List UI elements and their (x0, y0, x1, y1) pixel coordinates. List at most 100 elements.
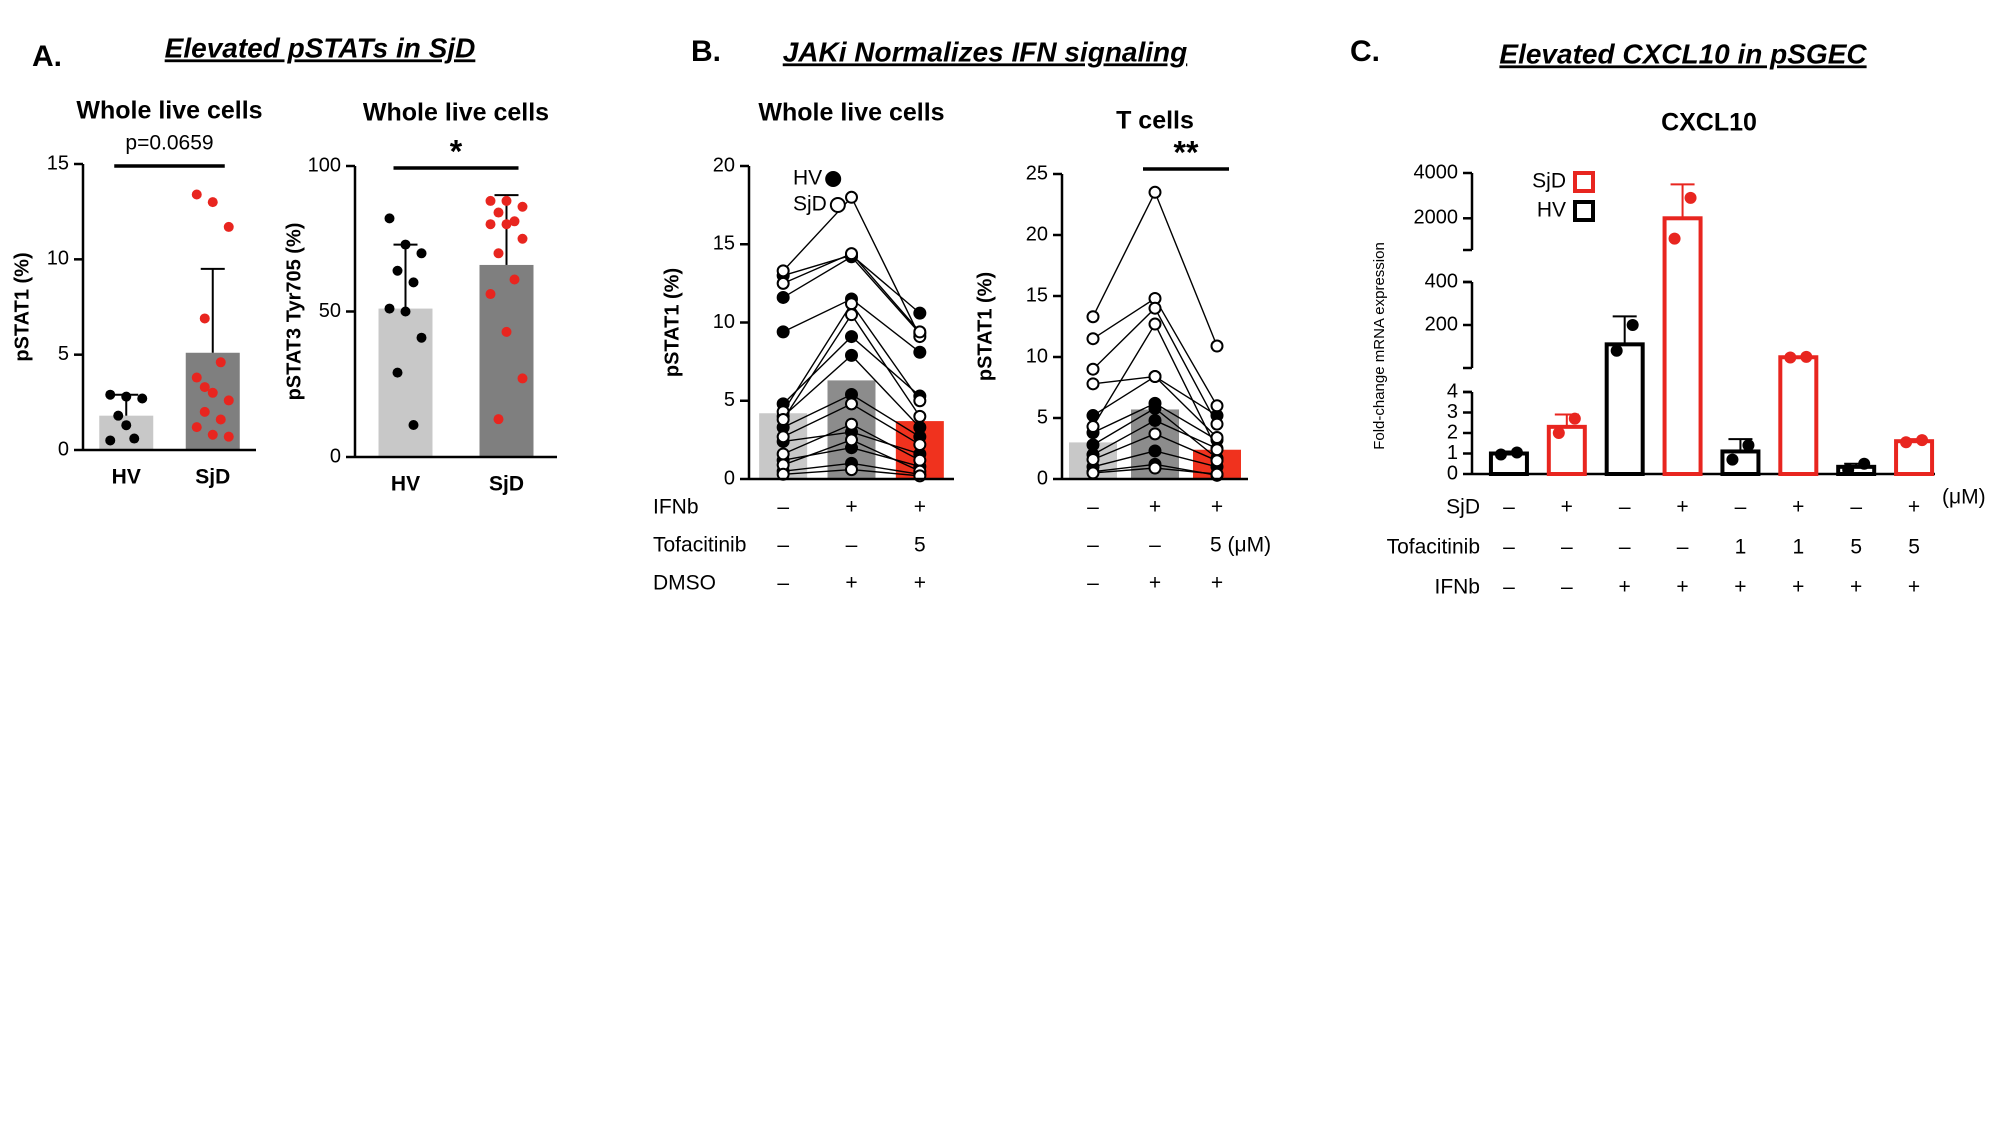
subject-point (845, 433, 858, 447)
data-point (199, 313, 210, 324)
data-point (517, 201, 528, 212)
y-tick-label: 10 (1026, 345, 1048, 367)
data-point (400, 239, 411, 250)
data-point (215, 357, 226, 368)
row-value: + (914, 496, 926, 519)
subject-point (1148, 185, 1162, 199)
y-tick-label: 5 (724, 389, 735, 411)
data-point (191, 422, 202, 433)
row-value: – (1619, 496, 1631, 519)
subject-point (1210, 417, 1224, 431)
legend-marker (1573, 171, 1595, 193)
panel-heading: Elevated pSTATs in SjD (165, 32, 476, 63)
subject-point (1210, 399, 1224, 413)
panel-label: B. (691, 35, 721, 68)
row-value: + (1850, 576, 1862, 599)
data-point (392, 265, 403, 276)
data-point (501, 195, 512, 206)
row-value: 1 (1792, 536, 1804, 559)
subject-point (1148, 427, 1162, 441)
subject-point (845, 330, 858, 344)
row-value: 1 (1735, 536, 1747, 559)
row-value: – (1087, 496, 1099, 519)
subject-point (776, 264, 790, 278)
legend-label: SjD (1532, 170, 1566, 193)
data-point (207, 387, 218, 398)
data-point (509, 216, 520, 227)
data-point (485, 289, 496, 300)
significance-label: ** (1174, 134, 1199, 170)
data-point (509, 274, 520, 285)
y-tick-label: 15 (713, 233, 735, 255)
subject-point (1086, 310, 1100, 324)
data-point (493, 248, 504, 259)
subject-point (1086, 362, 1100, 376)
y-tick-label: 50 (319, 300, 341, 322)
data-point (105, 435, 116, 446)
data-point (1800, 350, 1813, 363)
bar (378, 308, 433, 457)
data-point (1900, 436, 1913, 449)
row-value: + (1908, 576, 1920, 599)
row-label: Tofacitinib (1387, 536, 1480, 559)
chart-title: CXCL10 (1661, 109, 1757, 137)
data-point (501, 219, 512, 230)
subject-point (1086, 420, 1100, 434)
data-point (384, 303, 395, 314)
subject-point (776, 430, 790, 444)
row-value: 5 (914, 534, 926, 557)
y-tick-label: 200 (1425, 313, 1458, 335)
subject-point (776, 276, 790, 290)
data-point (392, 367, 403, 378)
bar (1604, 342, 1645, 476)
data-point (501, 326, 512, 337)
subject-point (1086, 438, 1100, 452)
y-tick-label: 10 (713, 311, 735, 333)
legend-label: HV (793, 167, 822, 190)
data-point (1842, 463, 1855, 476)
panel-heading: JAKi Normalizes IFN signaling (783, 36, 1188, 67)
y-tick-label: 4 (1447, 380, 1458, 402)
y-tick-label: 0 (724, 467, 735, 489)
x-tick-label: HV (391, 473, 420, 496)
row-value: + (1211, 572, 1223, 595)
row-value: – (1087, 572, 1099, 595)
y-tick-label: 0 (58, 438, 69, 460)
subject-point (845, 308, 858, 322)
y-tick-label: 5 (58, 343, 69, 365)
row-value: – (1503, 536, 1515, 559)
data-point (105, 389, 116, 400)
subject-point (1086, 466, 1100, 480)
data-point (1684, 191, 1697, 204)
data-point (191, 372, 202, 383)
row-value: + (1676, 496, 1688, 519)
data-point (408, 277, 419, 288)
x-tick-label: SjD (489, 473, 524, 496)
data-point (1626, 319, 1639, 331)
data-point (485, 219, 496, 230)
significance-label: * (450, 133, 463, 169)
y-tick-label: 20 (713, 154, 735, 176)
row-value: + (1149, 572, 1161, 595)
significance-label: p=0.0659 (125, 132, 213, 155)
panel-label: C. (1350, 35, 1380, 68)
x-tick-label: HV (112, 466, 141, 489)
row-value: 5 (μM) (1210, 534, 1271, 557)
row-value: – (777, 572, 789, 595)
row-value: + (845, 572, 857, 595)
row-value: – (1087, 534, 1099, 557)
subject-point (845, 417, 858, 431)
row-value: + (1149, 496, 1161, 519)
subject-point (1148, 370, 1162, 384)
y-tick-label: 1 (1447, 442, 1458, 464)
row-label: DMSO (653, 572, 716, 595)
data-point (517, 233, 528, 244)
y-tick-label: 10 (47, 248, 69, 270)
subject-point (1148, 401, 1162, 415)
subject-point (1148, 317, 1162, 331)
data-point (416, 332, 427, 343)
panel-heading: Elevated CXCL10 in pSGEC (1499, 38, 1867, 69)
subject-point (1148, 461, 1162, 475)
y-tick-label: 15 (47, 152, 69, 174)
